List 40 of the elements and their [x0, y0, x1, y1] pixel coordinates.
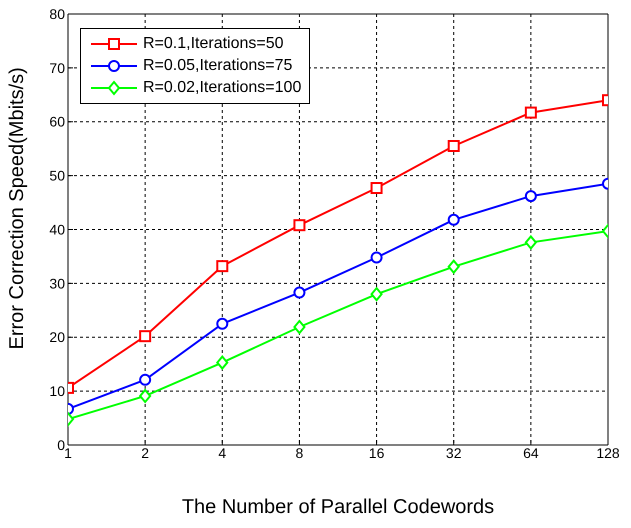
x-tick-label: 64 — [523, 444, 539, 461]
legend-label: R=0.02,Iterations=100 — [143, 79, 302, 97]
point — [448, 214, 460, 226]
x-tick-label: 16 — [368, 444, 385, 461]
legend-label: R=0.1,Iterations=50 — [143, 35, 284, 53]
y-tick-label: 80 — [49, 6, 66, 22]
point — [370, 182, 383, 194]
legend-label: R=0.05,Iterations=75 — [143, 57, 292, 75]
point — [293, 286, 306, 299]
point — [139, 374, 152, 386]
x-tick-label: 8 — [296, 444, 304, 461]
point — [216, 318, 228, 330]
x-tick-label: 2 — [141, 444, 150, 461]
point — [524, 190, 537, 202]
point — [293, 320, 306, 334]
y-tick-label: 50 — [49, 168, 66, 184]
point — [370, 252, 383, 264]
y-tick-label: 60 — [49, 114, 66, 130]
point — [293, 219, 306, 232]
y-tick-label: 70 — [49, 60, 66, 76]
point — [216, 260, 228, 272]
point — [448, 140, 460, 152]
point — [139, 330, 152, 342]
y-tick-label: 0 — [57, 436, 66, 453]
y-tick-label: 10 — [49, 383, 66, 400]
point — [370, 287, 383, 302]
y-tick-label: 40 — [49, 221, 66, 238]
x-tick-label: 32 — [446, 444, 462, 461]
x-axis-title: The Number of Parallel Codewords — [182, 496, 494, 518]
point — [524, 106, 537, 119]
point — [448, 260, 460, 274]
x-tick-label: 1 — [64, 444, 72, 461]
x-tick-label: 4 — [218, 444, 226, 461]
point — [524, 235, 537, 250]
point — [216, 356, 228, 370]
point — [139, 388, 152, 403]
y-axis-title: Error Correction Speed(Mbits/s) — [6, 67, 28, 350]
y-tick-label: 20 — [49, 329, 66, 346]
y-tick-label: 30 — [49, 275, 66, 292]
x-tick-label: 128 — [596, 444, 620, 461]
